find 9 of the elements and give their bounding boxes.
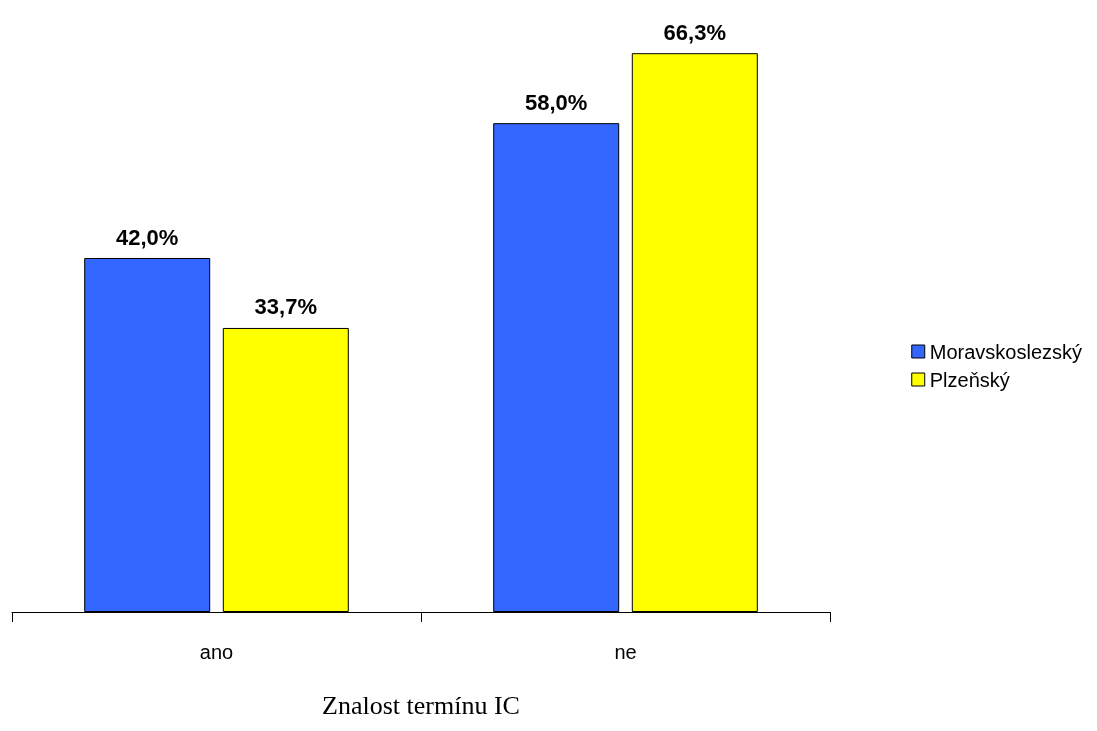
x-tick-label: ano [199, 641, 234, 663]
x-tick-label: ne [614, 641, 637, 663]
data-label: 42,0% [116, 224, 179, 250]
legend-label: Moravskoslezský [929, 340, 1083, 363]
data-label: 33,7% [254, 294, 317, 320]
x-axis-title: Znalost termínu IC [322, 690, 520, 720]
data-label: 58,0% [525, 89, 588, 115]
legend-label: Plzeňský [929, 368, 1010, 391]
data-label: 66,3% [663, 19, 726, 45]
